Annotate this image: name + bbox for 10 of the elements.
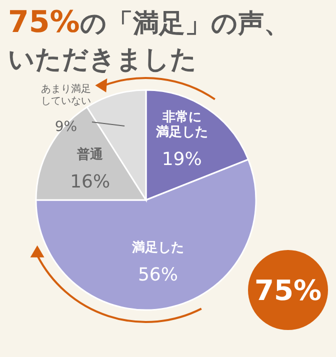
data-label: 56% bbox=[138, 264, 178, 286]
slice-label: 満足した bbox=[130, 240, 184, 256]
data-label: 9% bbox=[54, 119, 78, 135]
slice-label: 非常に満足した bbox=[154, 110, 208, 140]
text: 75% bbox=[254, 274, 322, 307]
chart-title: 75%の「満足」の声、いただきました bbox=[8, 5, 290, 75]
slice-label: 普通 bbox=[76, 146, 104, 162]
slice-label: あまり満足していない bbox=[41, 83, 91, 107]
data-label: 19% bbox=[162, 149, 202, 170]
data-label: 16% bbox=[70, 171, 110, 192]
